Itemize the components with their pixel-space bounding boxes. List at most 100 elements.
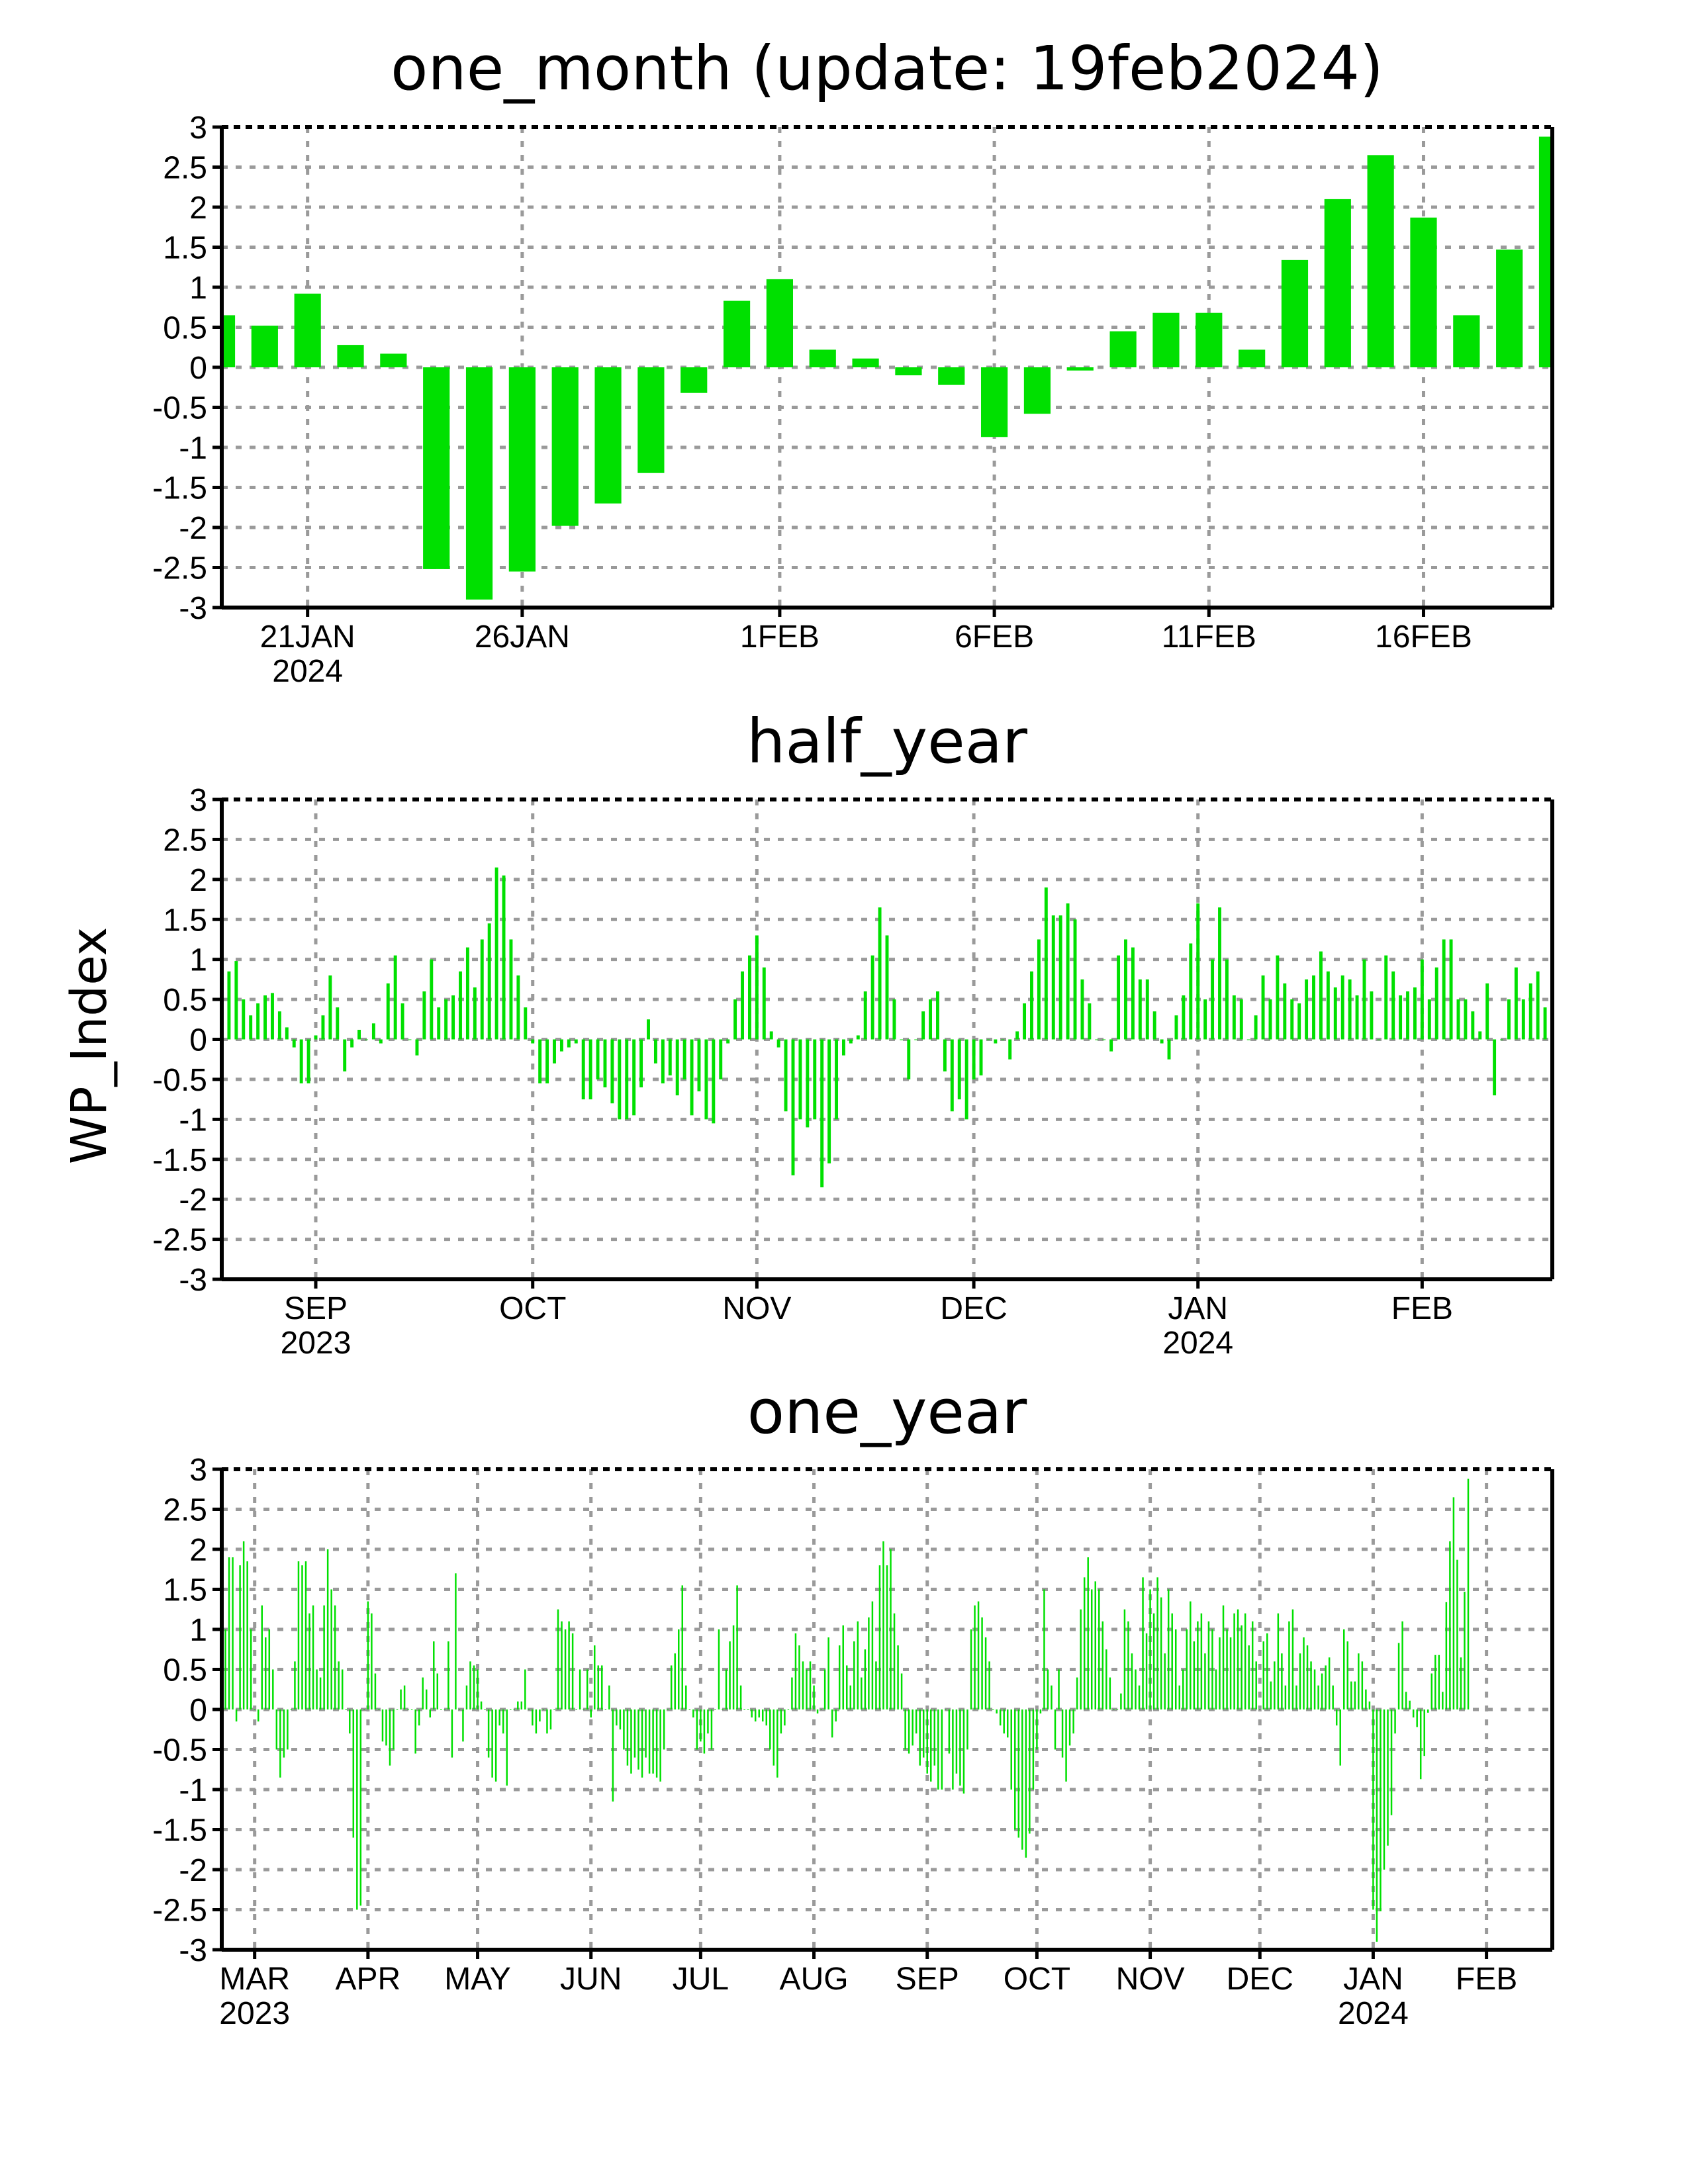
bar — [809, 349, 836, 367]
bar — [1131, 947, 1135, 1040]
bar — [1117, 955, 1121, 1040]
bar — [1030, 971, 1033, 1040]
bar — [1312, 975, 1315, 1040]
bar — [414, 1709, 416, 1754]
bar — [430, 959, 434, 1040]
bar — [415, 1039, 419, 1056]
bar — [926, 1709, 928, 1774]
bar — [275, 1709, 278, 1750]
bar — [870, 955, 874, 1040]
bar — [1135, 1669, 1137, 1709]
bar — [1152, 312, 1180, 367]
bar — [776, 1039, 780, 1048]
bar — [846, 1665, 848, 1709]
y-tick-label: -0.5 — [152, 1063, 207, 1098]
y-tick-label: 0 — [189, 1023, 207, 1058]
bar — [1083, 1577, 1086, 1709]
y-tick-label: 1 — [189, 1613, 207, 1648]
bar — [852, 358, 879, 367]
y-tick-label: -1.5 — [152, 1143, 207, 1178]
bar — [1270, 1681, 1272, 1709]
x-tick-label: AUG — [780, 1962, 849, 1997]
bar — [1380, 1709, 1382, 1911]
bar — [704, 1039, 708, 1120]
bar — [1061, 1709, 1064, 1758]
x-tick-label: JAN — [1168, 1291, 1228, 1326]
bar — [678, 1629, 680, 1709]
bar — [473, 987, 477, 1040]
bar — [1438, 1655, 1440, 1709]
bar — [612, 1709, 614, 1802]
bar — [1219, 1637, 1221, 1709]
bar — [374, 1673, 377, 1709]
bar — [741, 971, 744, 1040]
bar — [1203, 999, 1207, 1040]
bar — [1405, 1692, 1407, 1709]
bar — [1094, 1581, 1096, 1709]
bar — [1485, 983, 1489, 1040]
bar — [1283, 983, 1287, 1040]
bar — [1346, 1641, 1349, 1709]
bar — [444, 1709, 446, 1710]
bar — [784, 1039, 788, 1112]
bar — [1051, 915, 1055, 1040]
bar — [863, 991, 867, 1040]
y-tick-label: 1 — [189, 271, 207, 306]
bar — [239, 1565, 241, 1709]
bar — [784, 1709, 786, 1726]
bar — [798, 1645, 800, 1709]
bar — [610, 1039, 614, 1104]
bar — [1324, 199, 1351, 367]
bar — [1456, 1559, 1458, 1709]
bar — [675, 1039, 679, 1096]
chart-title: one_month (update: 19feb2024) — [391, 33, 1383, 104]
bar — [1442, 939, 1446, 1040]
y-tick-label: -1 — [179, 431, 207, 466]
bar — [755, 935, 759, 1040]
bar — [294, 293, 321, 367]
bar — [994, 1039, 998, 1044]
bar — [594, 367, 622, 504]
bar — [1090, 1589, 1093, 1709]
bar — [743, 1709, 745, 1710]
bar — [1010, 1709, 1012, 1790]
bar — [294, 1661, 296, 1709]
bar — [545, 1039, 549, 1083]
bar — [436, 1673, 439, 1709]
bar — [1467, 1479, 1470, 1709]
bar — [1131, 1653, 1133, 1709]
bar — [1453, 315, 1480, 367]
chart-title: one_year — [747, 1377, 1027, 1447]
bar — [900, 1673, 903, 1709]
y-tick-label: -2.5 — [152, 1893, 207, 1929]
bar — [1102, 1621, 1104, 1709]
bar — [1073, 919, 1077, 1040]
bar — [502, 875, 506, 1040]
bar — [886, 1565, 888, 1709]
bar — [831, 1709, 833, 1738]
bar — [1368, 1701, 1371, 1709]
bar — [1281, 1653, 1283, 1709]
x-tick-label: NOV — [1116, 1962, 1185, 1997]
bar — [1174, 1015, 1178, 1040]
bar — [590, 1709, 592, 1718]
bar — [1409, 1700, 1411, 1709]
bar — [323, 1605, 325, 1709]
bar — [1258, 1709, 1261, 1710]
bar — [1036, 1709, 1038, 1750]
bar — [1340, 975, 1344, 1040]
bar — [473, 1665, 475, 1709]
bar — [1370, 991, 1374, 1040]
bar — [1406, 991, 1409, 1040]
bar — [1105, 1649, 1107, 1709]
bar — [571, 1633, 574, 1709]
bar — [652, 1709, 654, 1774]
bar — [1237, 1609, 1239, 1709]
bar — [725, 1669, 727, 1709]
bar — [1299, 1653, 1301, 1709]
bar — [1354, 1681, 1356, 1709]
bar — [1328, 1657, 1331, 1709]
bar — [1376, 1709, 1378, 1942]
bar — [1333, 987, 1337, 1040]
bar — [751, 1709, 753, 1718]
